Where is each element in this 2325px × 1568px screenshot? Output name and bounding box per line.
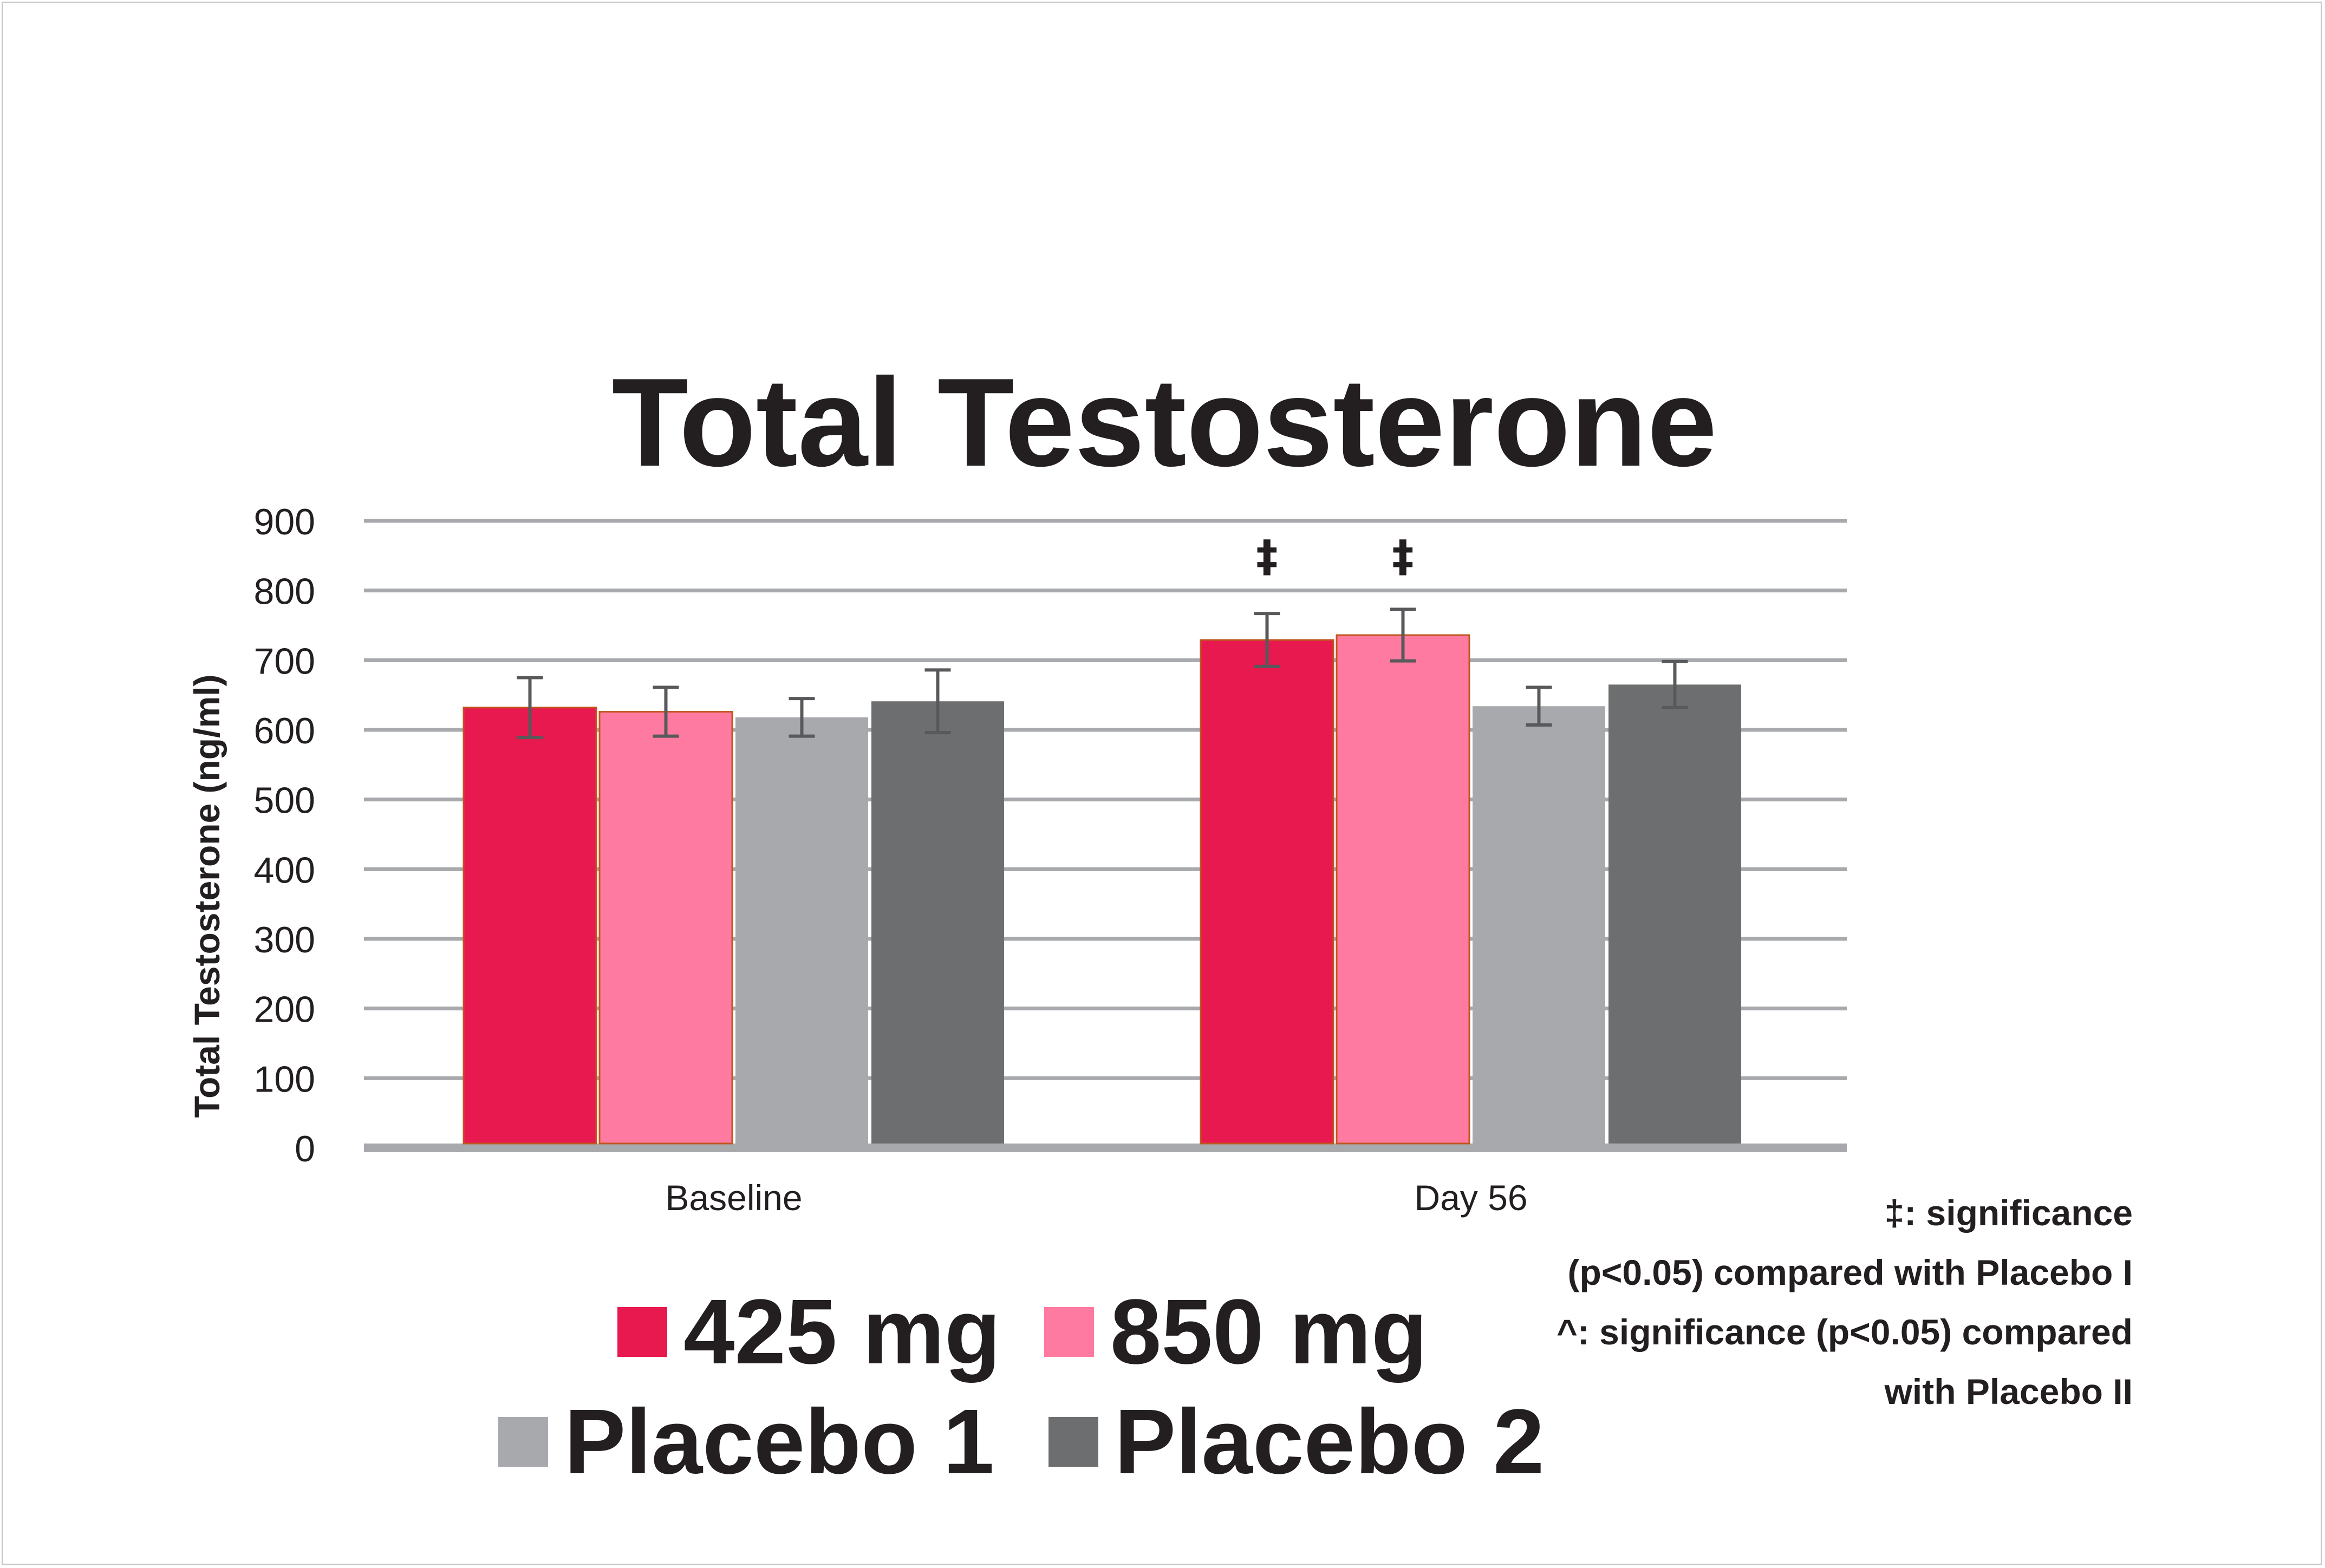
error-bar-day-56-425-mg: [1254, 612, 1280, 668]
significance-notes: ‡: significance (p<0.05) compared with P…: [1556, 1183, 2133, 1421]
legend-item-placebo-1: Placebo 1: [498, 1396, 994, 1488]
bar-day-56-425-mg: [1200, 639, 1334, 1145]
note-line-1: ‡: significance: [1884, 1193, 2133, 1233]
bar-baseline-placebo-1: [735, 717, 868, 1144]
legend-swatch-425-mg: [617, 1307, 667, 1357]
y-tick-label: 200: [254, 989, 315, 1030]
y-tick-label: 800: [254, 571, 315, 612]
legend-swatch-850-mg: [1044, 1307, 1094, 1357]
error-bar-baseline-placebo-1: [789, 697, 815, 738]
note-line-3: ^: significance (p<0.05) compared: [1556, 1312, 2133, 1352]
error-bar-day-56-placebo-2: [1662, 659, 1688, 709]
bar-day-56-850-mg: [1336, 634, 1470, 1145]
bar-baseline-850-mg: [598, 711, 733, 1145]
bar-day-56-placebo-1: [1473, 706, 1605, 1144]
legend-label-placebo-2: Placebo 2: [1114, 1390, 1545, 1493]
bar-baseline-425-mg: [463, 707, 597, 1145]
y-tick-label: 0: [295, 1128, 315, 1170]
legend-label-850-mg: 850 mg: [1110, 1280, 1428, 1383]
error-bar-day-56-placebo-1: [1526, 685, 1552, 727]
bar-day-56-placebo-2: [1608, 684, 1741, 1144]
error-bar-day-56-850-mg: [1390, 607, 1416, 663]
legend-row-1: 425 mg 850 mg: [617, 1286, 1428, 1378]
y-tick-label: 600: [254, 710, 315, 752]
legend-swatch-placebo-2: [1048, 1417, 1098, 1467]
y-tick-label: 500: [254, 780, 315, 821]
y-tick-label: 300: [254, 919, 315, 961]
y-tick-label: 400: [254, 850, 315, 891]
y-tick-label: 900: [254, 501, 315, 543]
x-tick-label-baseline: Baseline: [665, 1178, 802, 1218]
significance-marker-2: ‡: [1392, 531, 1414, 582]
note-line-4: with Placebo II: [1884, 1371, 2133, 1412]
legend-swatch-placebo-1: [498, 1417, 548, 1467]
bars: [463, 634, 1741, 1145]
legend-item-850-mg: 850 mg: [1044, 1286, 1428, 1378]
y-tick-label: 700: [254, 641, 315, 682]
annotations: ‡ ‡: [1256, 531, 1414, 582]
legend-label-425-mg: 425 mg: [683, 1280, 1001, 1383]
legend-row-2: Placebo 1 Placebo 2: [498, 1396, 1544, 1488]
significance-marker-1: ‡: [1256, 531, 1278, 582]
error-bars: [517, 607, 1688, 740]
y-axis-ticks: 0 100 200 300 400 500 600 700 800 900: [254, 501, 315, 1170]
y-tick-label: 100: [254, 1059, 315, 1100]
x-axis-ticks: Baseline Day 56: [665, 1178, 1527, 1218]
note-line-2: (p<0.05) compared with Placebo I: [1567, 1252, 2133, 1292]
legend-item-425-mg: 425 mg: [617, 1286, 1001, 1378]
legend-item-placebo-2: Placebo 2: [1048, 1390, 1545, 1493]
error-bar-baseline-850-mg: [653, 685, 679, 738]
error-bar-baseline-placebo-2: [924, 668, 951, 735]
legend-label-placebo-1: Placebo 1: [564, 1390, 994, 1493]
chart-title: Total Testosterone: [612, 352, 1717, 493]
error-bar-baseline-425-mg: [517, 676, 543, 740]
y-axis-label: Total Testosterone (ng/ml): [187, 675, 227, 1118]
x-tick-label-day-56: Day 56: [1414, 1178, 1527, 1218]
bar-baseline-placebo-2: [871, 701, 1004, 1144]
